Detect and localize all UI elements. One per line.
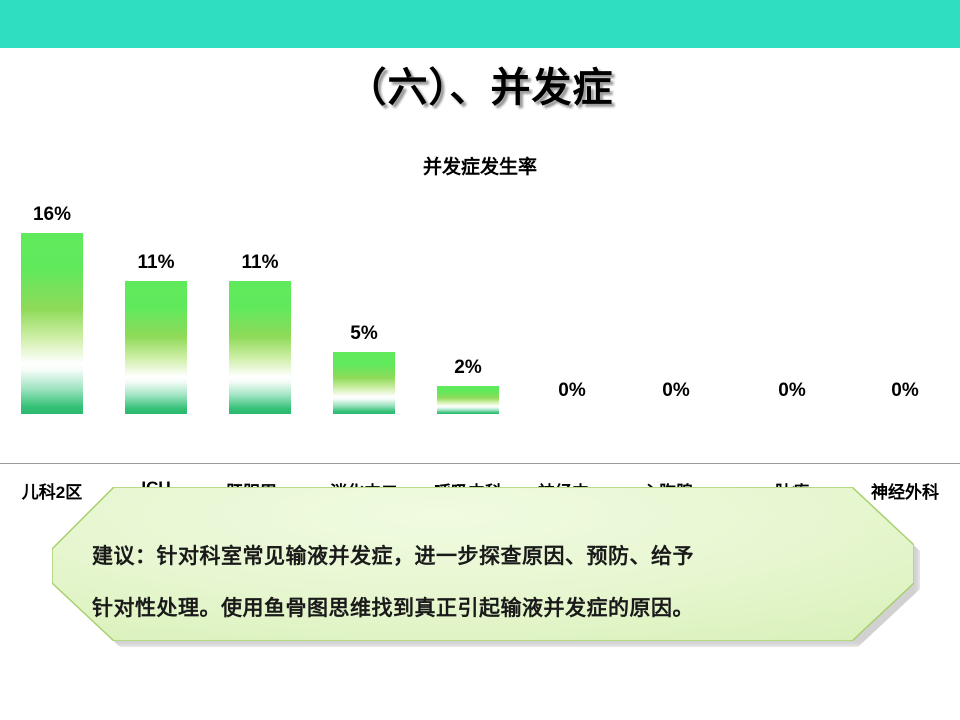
bar-value-label: 0% bbox=[778, 380, 806, 401]
bar-value-label: 16% bbox=[32, 204, 72, 225]
callout-text: 建议：针对科室常见输液并发症，进一步探查原因、预防、给予 针对性处理。使用鱼骨图… bbox=[92, 531, 882, 635]
top-accent-band bbox=[0, 0, 960, 48]
x-axis-line bbox=[0, 463, 960, 464]
bar-value-label: 0% bbox=[662, 380, 690, 401]
page-title: （六）、并发症 bbox=[346, 66, 614, 110]
complication-rate-bar-chart: 并发症发生率 16% 儿科2区 11% ICU 11% 肝胆胃… 5% 消化内二… bbox=[0, 140, 960, 502]
bar-slot: 0% 肿瘤 bbox=[740, 190, 844, 502]
bar-slot: 0% 神经外科 bbox=[853, 190, 957, 502]
bar-value-label: 2% bbox=[454, 357, 482, 378]
bar-slot: 2% 呼吸内科 bbox=[416, 190, 520, 502]
bar-value-label: 11% bbox=[241, 252, 279, 273]
chart-title: 并发症发生率 bbox=[422, 157, 537, 178]
recommendation-callout: 建议：针对科室常见输液并发症，进一步探查原因、预防、给予 针对性处理。使用鱼骨图… bbox=[52, 487, 920, 647]
bar-slot: 0% 心胸腺… bbox=[624, 190, 728, 502]
bar[interactable] bbox=[333, 352, 395, 414]
callout-line-1: 建议：针对科室常见输液并发症，进一步探查原因、预防、给予 bbox=[92, 545, 694, 568]
bar-value-label: 5% bbox=[350, 323, 378, 344]
callout-line-2: 针对性处理。使用鱼骨图思维找到真正引起输液并发症的原因。 bbox=[92, 597, 694, 620]
bar-slot: 11% 肝胆胃… bbox=[208, 190, 312, 502]
bar[interactable] bbox=[21, 233, 83, 414]
bar-slot: 16% 儿科2区 bbox=[0, 190, 104, 502]
bar-slot: 0% 神经内… bbox=[520, 190, 624, 502]
bar[interactable] bbox=[437, 386, 499, 414]
bar[interactable] bbox=[229, 281, 291, 414]
bar-value-label: 0% bbox=[558, 380, 586, 401]
bar-slot: 11% ICU bbox=[104, 190, 208, 497]
bar[interactable] bbox=[125, 281, 187, 414]
chart-plot-area: 16% 儿科2区 11% ICU 11% 肝胆胃… 5% 消化内二 2% 呼吸内… bbox=[0, 190, 960, 502]
bar-value-label: 11% bbox=[137, 252, 175, 273]
bar-value-label: 0% bbox=[891, 380, 919, 401]
bar-slot: 5% 消化内二 bbox=[312, 190, 416, 502]
